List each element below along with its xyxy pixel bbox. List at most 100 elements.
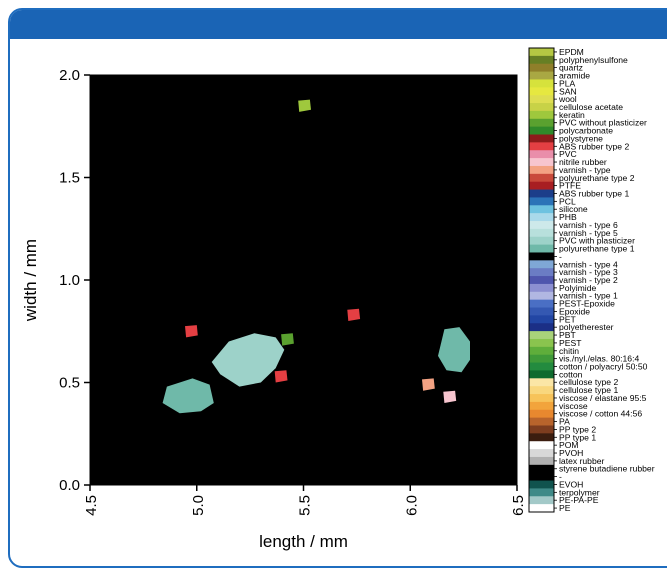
particle-regions — [162, 99, 470, 414]
legend-swatch — [529, 236, 554, 246]
legend-swatch — [529, 386, 554, 395]
legend-swatch — [529, 205, 554, 214]
legend-label: latex rubber — [559, 456, 605, 466]
legend-swatch — [529, 181, 554, 191]
legend-label: PE-PA-PE — [559, 495, 599, 505]
x-tick-label: 6.5 — [510, 495, 527, 516]
legend-swatch — [529, 173, 554, 183]
legend-label: varnish - type 2 — [559, 275, 618, 285]
legend-swatch — [529, 401, 554, 411]
legend-label: cellulose acetate — [559, 102, 623, 112]
legend-label: varnish - type 4 — [559, 259, 618, 269]
legend-label: ABS rubber type 1 — [559, 188, 629, 198]
legend-swatch — [529, 158, 554, 167]
legend-swatch — [529, 268, 554, 277]
legend-label: PHB — [559, 212, 577, 222]
legend-label: PA — [559, 417, 570, 427]
legend-swatch — [529, 433, 554, 442]
legend-swatch — [529, 87, 554, 96]
legend-label: - — [559, 472, 562, 482]
legend-label: viscose / cotton 44:56 — [559, 409, 642, 419]
legend-swatch — [529, 213, 554, 222]
heatmap-chart: 4.5 5.0 5.5 6.0 6.5 0.0 0.5 1.0 1.5 2.0 length / … — [21, 47, 655, 551]
card-frame: 4.5 5.0 5.5 6.0 6.5 0.0 0.5 1.0 1.5 2.0 length / … — [8, 8, 667, 568]
legend-swatch — [529, 55, 554, 65]
legend-label: cotton — [559, 369, 583, 379]
legend: EPDMpolyphenylsulfonequartzaramidePLASAN… — [528, 47, 655, 513]
legend-swatch — [529, 79, 554, 88]
legend-label: cellulose type 1 — [559, 385, 618, 395]
legend-label: viscose / elastane 95:5 — [559, 393, 647, 403]
legend-label: PVC with plasticizer — [559, 236, 635, 246]
legend-swatch — [529, 103, 554, 112]
legend-label: PE — [559, 503, 571, 513]
y-axis-label: width / mm — [21, 239, 40, 322]
legend-swatch — [529, 464, 554, 474]
legend-swatch — [529, 299, 554, 309]
legend-swatch — [529, 456, 554, 466]
legend-label: keratin — [559, 110, 585, 120]
axes: 4.5 5.0 5.5 6.0 6.5 0.0 0.5 1.0 1.5 2.0 — [59, 67, 527, 516]
legend-swatch — [529, 425, 554, 434]
legend-swatch — [529, 488, 554, 497]
legend-swatch — [529, 323, 554, 332]
legend-swatch — [529, 197, 554, 206]
legend-label: varnish - type — [559, 165, 611, 175]
particle-region — [274, 370, 288, 383]
legend-label: viscose — [559, 401, 588, 411]
legend-label: PVC — [559, 149, 577, 159]
legend-label: polycarbonate — [559, 126, 613, 136]
legend-label: PBT — [559, 330, 576, 340]
particle-region — [281, 333, 294, 346]
x-tick-label: 5.5 — [297, 495, 314, 516]
legend-label: ABS rubber type 2 — [559, 141, 629, 151]
legend-swatch — [529, 291, 554, 301]
legend-label: chitin — [559, 346, 579, 356]
legend-label: PVC without plasticizer — [559, 118, 647, 128]
legend-swatch — [529, 48, 554, 57]
legend-swatch — [529, 370, 554, 379]
particle-region — [438, 327, 470, 373]
legend-label: PP type 1 — [559, 432, 596, 442]
particle-region — [185, 325, 198, 338]
legend-swatch — [529, 346, 554, 356]
legend-label: styrene butadiene rubber — [559, 464, 655, 474]
legend-swatch — [529, 409, 554, 419]
legend-label: POM — [559, 440, 579, 450]
legend-swatch — [529, 338, 554, 348]
legend-label: EVOH — [559, 479, 583, 489]
legend-label: quartz — [559, 63, 583, 73]
legend-swatch — [529, 394, 554, 403]
legend-label: PEST-Epoxide — [559, 299, 615, 309]
x-tick-label: 4.5 — [83, 495, 100, 516]
legend-swatch — [529, 95, 554, 104]
legend-label: PCL — [559, 196, 576, 206]
y-tick-label: 0.5 — [59, 375, 80, 392]
y-tick-label: 2.0 — [59, 67, 80, 84]
legend-swatch — [529, 307, 554, 316]
plot-area — [90, 75, 517, 485]
legend-swatch — [529, 244, 554, 253]
particle-region — [162, 378, 214, 414]
legend-label: varnish - type 3 — [559, 267, 618, 277]
legend-swatch — [529, 480, 554, 489]
legend-swatch — [529, 417, 554, 426]
legend-swatch — [529, 496, 554, 505]
legend-label: nitrile rubber — [559, 157, 607, 167]
legend-label: PVOH — [559, 448, 583, 458]
y-tick-label: 1.0 — [59, 272, 80, 289]
legend-label: terpolymer — [559, 487, 600, 497]
legend-swatch — [529, 331, 554, 340]
legend-swatch — [529, 362, 554, 371]
legend-label: cotton / polyacryl 50:50 — [559, 362, 648, 372]
legend-swatch — [529, 354, 554, 364]
legend-label: Epoxide — [559, 306, 590, 316]
legend-label: varnish - type 5 — [559, 228, 618, 238]
legend-label: polyurethane type 1 — [559, 244, 635, 254]
legend-label: silicone — [559, 204, 588, 214]
legend-swatch — [529, 71, 554, 80]
x-tick-label: 5.0 — [190, 495, 207, 516]
legend-swatch — [529, 276, 554, 285]
legend-swatch — [529, 441, 554, 450]
legend-swatch — [529, 189, 554, 198]
